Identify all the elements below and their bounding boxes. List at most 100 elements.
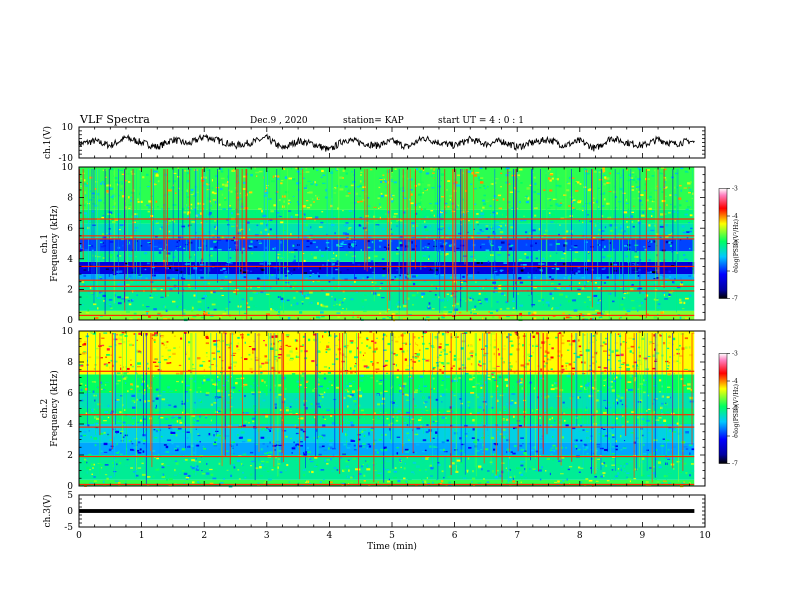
spectrogram-cell [395,419,399,422]
spectrogram-cell [142,176,145,179]
spectrogram-cell [116,211,119,214]
spectrogram-cell [447,476,451,478]
spectrogram-cell [246,173,249,176]
spectrogram-cell [633,469,638,471]
spectrogram-cell [325,242,330,244]
spectrogram-line [79,285,695,287]
spectrogram-cell [338,278,342,281]
spectrogram-cell [320,254,324,257]
spectrogram-cell [453,313,455,316]
spectrogram-cell [605,174,608,178]
spectrogram-cell [164,305,167,309]
spectrogram-cell [259,280,261,282]
spectrogram-cell [653,472,656,475]
spectrogram-cell [307,480,310,483]
spectrogram-cell [313,181,316,184]
spectrogram-cell [660,167,665,169]
spectrogram-cell [679,316,682,320]
spectrogram-cell [203,458,205,461]
spectrogram-cell [316,169,319,171]
spectrogram-cell [167,294,169,297]
spectrogram-cell [184,170,188,172]
spectrogram-cell [167,276,170,280]
spectrogram-cell [133,471,135,473]
spectrogram-cell [467,284,469,286]
spectrogram-streak [692,169,694,283]
spectrogram-cell [365,254,367,257]
spectrogram-cell [279,221,284,224]
spectrogram-cell [472,433,474,436]
spectrogram-cell [186,212,189,216]
spectrogram-cell [681,308,685,310]
spectrogram-cell [597,187,601,190]
spectrogram-cell [499,433,503,435]
spectrogram-cell [587,313,591,316]
spectrogram-cell [89,190,92,193]
spectrogram-cell [615,256,619,259]
spectrogram-cell [471,394,475,397]
spectrogram-cell [268,451,273,454]
spectrogram-cell [311,470,314,474]
spectrogram-cell [685,377,688,380]
spectrogram-cell [620,316,622,319]
spectrogram-cell [625,398,630,400]
spectrogram-cell [168,426,172,430]
spectrogram-cell [156,408,160,412]
spectrogram-cell [370,260,374,263]
spectrogram-cell [291,449,296,451]
spectrogram-cell [154,262,158,265]
spectrogram-cell [239,186,243,190]
spectrogram-cell [470,317,473,321]
spectrogram-cell [637,287,639,291]
spectrogram-cell [225,435,230,437]
spectrogram-cell [487,185,489,188]
spectrogram-cell [455,205,458,208]
spectrogram-cell [647,424,651,426]
spectrogram-cell [546,198,551,200]
spectrogram-cell [296,215,300,219]
spectrogram-cell [157,394,162,397]
spectrogram-cell [215,228,217,230]
spectrogram-cell [370,428,373,432]
spectrogram-cell [641,203,643,206]
spectrogram-cell [167,318,170,321]
spectrogram-cell [143,400,145,403]
spectrogram-cell [625,313,628,315]
spectrogram-cell [554,420,556,422]
spectrogram-cell [418,385,421,387]
spectrogram-cell [345,385,349,388]
spectrogram-cell [654,268,657,271]
spectrogram-cell [237,292,241,294]
spectrogram-cell [572,269,577,272]
spectrogram-cell [301,428,305,430]
spectrogram-cell [379,216,381,219]
spectrogram-streak [153,169,154,280]
spectrogram-cell [347,483,350,485]
spectrogram-cell [361,299,365,303]
spectrogram-cell [452,295,457,298]
spectrogram-cell [295,432,299,435]
spectrogram-cell [111,220,116,224]
spectrogram-cell [403,387,407,390]
spectrogram-cell [669,203,672,206]
spectrogram-cell [591,386,595,389]
spectrogram-cell [412,304,415,306]
spectrogram-cell [531,229,536,232]
spectrogram-cell [124,262,128,265]
spectrogram-cell [687,189,690,191]
spectrogram-cell [561,288,564,291]
spectrogram-cell [295,214,299,216]
spectrogram-cell [612,248,615,251]
spectrogram-cell [228,247,231,249]
spectrogram-cell [242,464,244,466]
spectrogram-cell [262,396,267,400]
spectrogram-cell [193,470,197,473]
spectrogram-cell [420,292,422,294]
spectrogram-cell [286,463,289,467]
spectrogram-cell [261,464,264,466]
spectrogram-cell [688,283,690,286]
spectrogram-cell [111,252,114,254]
spectrogram-cell [249,473,253,476]
spectrogram-cell [411,241,413,244]
spectrogram-cell [326,459,331,461]
